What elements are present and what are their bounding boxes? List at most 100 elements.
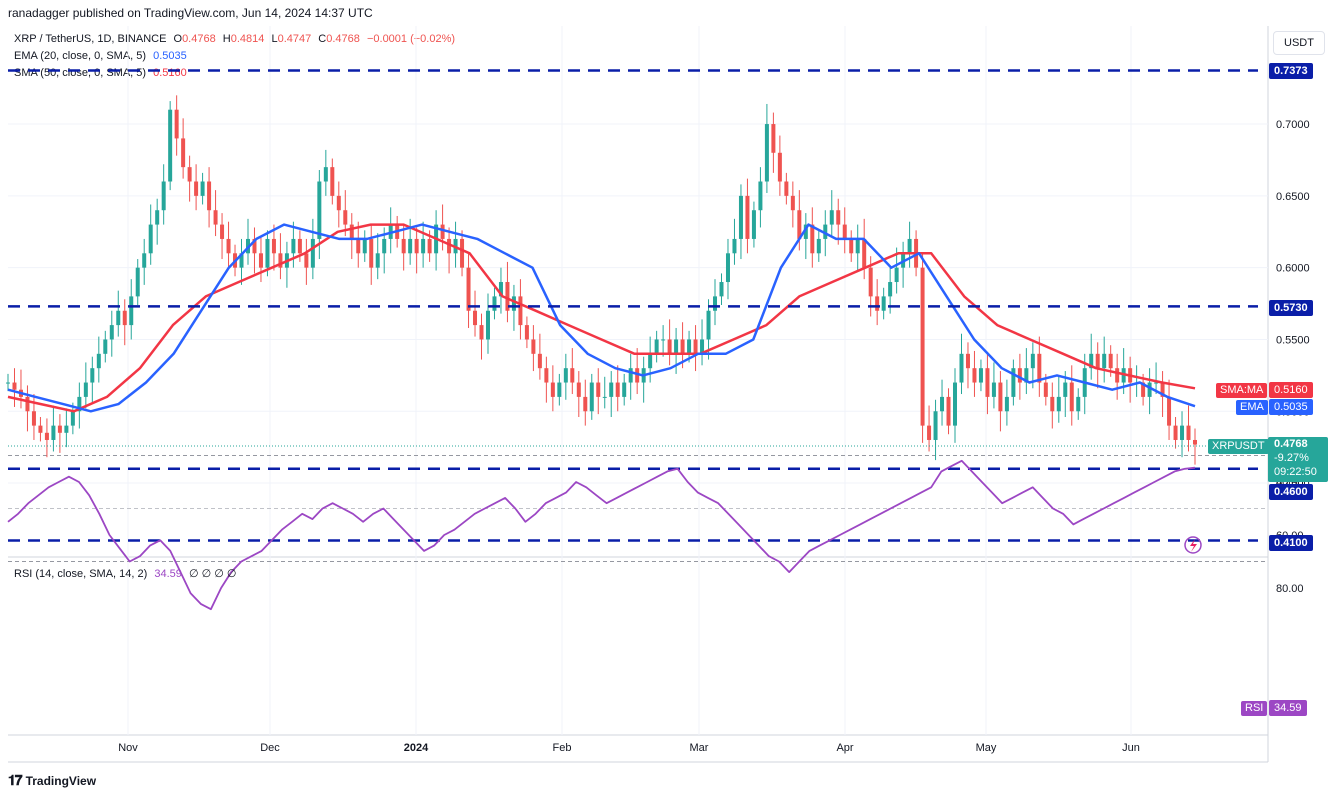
candle-body bbox=[440, 224, 445, 239]
candle-body bbox=[615, 382, 620, 397]
candle-body bbox=[836, 210, 841, 225]
rsi-line bbox=[7, 459, 1196, 611]
candle-body bbox=[797, 210, 802, 239]
lightning-icon[interactable] bbox=[1184, 536, 1202, 554]
price-tick-label: 0.6000 bbox=[1276, 263, 1310, 275]
candle-body bbox=[181, 138, 186, 168]
candle-body bbox=[842, 224, 847, 239]
candle-body bbox=[25, 396, 30, 412]
candle-body bbox=[732, 238, 737, 254]
candle-body bbox=[304, 253, 309, 268]
candle-body bbox=[278, 253, 283, 268]
candle-body bbox=[687, 339, 692, 354]
candle-body bbox=[485, 310, 490, 340]
candle-body bbox=[336, 195, 341, 211]
candle-body bbox=[38, 425, 43, 433]
candle-body bbox=[498, 282, 503, 297]
candle-body bbox=[777, 152, 782, 182]
candle-body bbox=[473, 310, 478, 326]
candle-body bbox=[310, 238, 315, 268]
candle-body bbox=[998, 382, 1003, 412]
candle-body bbox=[855, 238, 860, 254]
candle-body bbox=[187, 167, 192, 182]
candle-body bbox=[816, 238, 821, 254]
candle-body bbox=[1004, 396, 1009, 412]
close-value: 0.4768 bbox=[326, 33, 360, 45]
candle-body bbox=[200, 181, 205, 196]
rsi-legend-label: RSI (14, close, SMA, 14, 2) bbox=[14, 568, 148, 580]
candle-body bbox=[1017, 368, 1022, 383]
last-price-value: 0.4768 bbox=[1274, 438, 1308, 450]
candle-body bbox=[356, 238, 361, 254]
candle-body bbox=[693, 339, 698, 354]
support-resistance-levels bbox=[8, 69, 1258, 542]
candle-body bbox=[362, 238, 367, 254]
candle-body bbox=[881, 296, 886, 311]
candle-body bbox=[265, 238, 270, 268]
candle-body bbox=[460, 238, 465, 268]
candle-body bbox=[1095, 353, 1100, 369]
candle-body bbox=[382, 238, 387, 254]
bar-countdown: 09:22:50 bbox=[1274, 466, 1317, 478]
symbol-tag-label: XRPUSDT bbox=[1208, 439, 1269, 454]
candle-body bbox=[239, 253, 244, 268]
candle-body bbox=[447, 238, 452, 254]
sma-tag-value: 0.5160 bbox=[1269, 382, 1313, 398]
tradingview-brand: TradingView bbox=[25, 773, 97, 788]
candle-body bbox=[220, 224, 225, 239]
candle-body bbox=[1011, 368, 1016, 397]
currency-button[interactable]: USDT bbox=[1273, 31, 1325, 55]
candle-body bbox=[661, 339, 666, 341]
tradingview-logo-icon: 𝟏𝟕 bbox=[8, 772, 23, 788]
last-change-value: -9.27% bbox=[1274, 452, 1309, 464]
candle-body bbox=[557, 382, 562, 397]
candle-body bbox=[135, 267, 140, 297]
candle-body bbox=[414, 238, 419, 254]
candle-body bbox=[985, 368, 990, 397]
ema-tag-value: 0.5035 bbox=[1269, 399, 1313, 415]
close-label: C bbox=[318, 33, 327, 45]
rsi-tag-value: 34.59 bbox=[1269, 700, 1307, 716]
candle-body bbox=[927, 425, 932, 440]
candle-body bbox=[758, 181, 763, 211]
candle-body bbox=[1069, 382, 1074, 412]
candle-body bbox=[823, 224, 828, 239]
candle-body bbox=[991, 382, 996, 397]
candle-body bbox=[862, 238, 867, 268]
candle-body bbox=[1193, 439, 1197, 445]
candle-body bbox=[764, 124, 769, 182]
candle-body bbox=[738, 195, 743, 239]
candle-body bbox=[940, 396, 945, 412]
candle-body bbox=[349, 224, 354, 239]
candle-body bbox=[803, 224, 808, 239]
candle-body bbox=[330, 167, 335, 196]
candle-body bbox=[317, 181, 322, 239]
price-grid bbox=[8, 26, 1268, 735]
candle-body bbox=[90, 368, 95, 383]
candle-body bbox=[51, 425, 56, 440]
candle-body bbox=[511, 296, 516, 311]
candle-body bbox=[810, 224, 815, 254]
candle-body bbox=[667, 339, 672, 354]
candle-body bbox=[369, 238, 374, 268]
time-tick-label: Feb bbox=[553, 742, 572, 754]
candle-body bbox=[1030, 353, 1035, 369]
tradingview-logo[interactable]: 𝟏𝟕 TradingView bbox=[8, 772, 96, 789]
candle-body bbox=[129, 296, 134, 326]
candle-body bbox=[1043, 382, 1048, 397]
candle-body bbox=[628, 368, 633, 383]
candle-body bbox=[103, 339, 108, 354]
candle-body bbox=[1186, 425, 1191, 440]
candle-body bbox=[771, 124, 776, 153]
candle-body bbox=[635, 368, 640, 383]
candle-body bbox=[1180, 425, 1185, 440]
candle-body bbox=[83, 382, 88, 397]
candle-body bbox=[784, 181, 789, 196]
candle-body bbox=[492, 296, 497, 311]
change-value: −0.0001 (−0.02%) bbox=[366, 33, 456, 45]
ema-line-group bbox=[7, 223, 1196, 413]
candle-body bbox=[680, 339, 685, 354]
candle-body bbox=[570, 368, 575, 383]
candle-body bbox=[725, 253, 730, 283]
